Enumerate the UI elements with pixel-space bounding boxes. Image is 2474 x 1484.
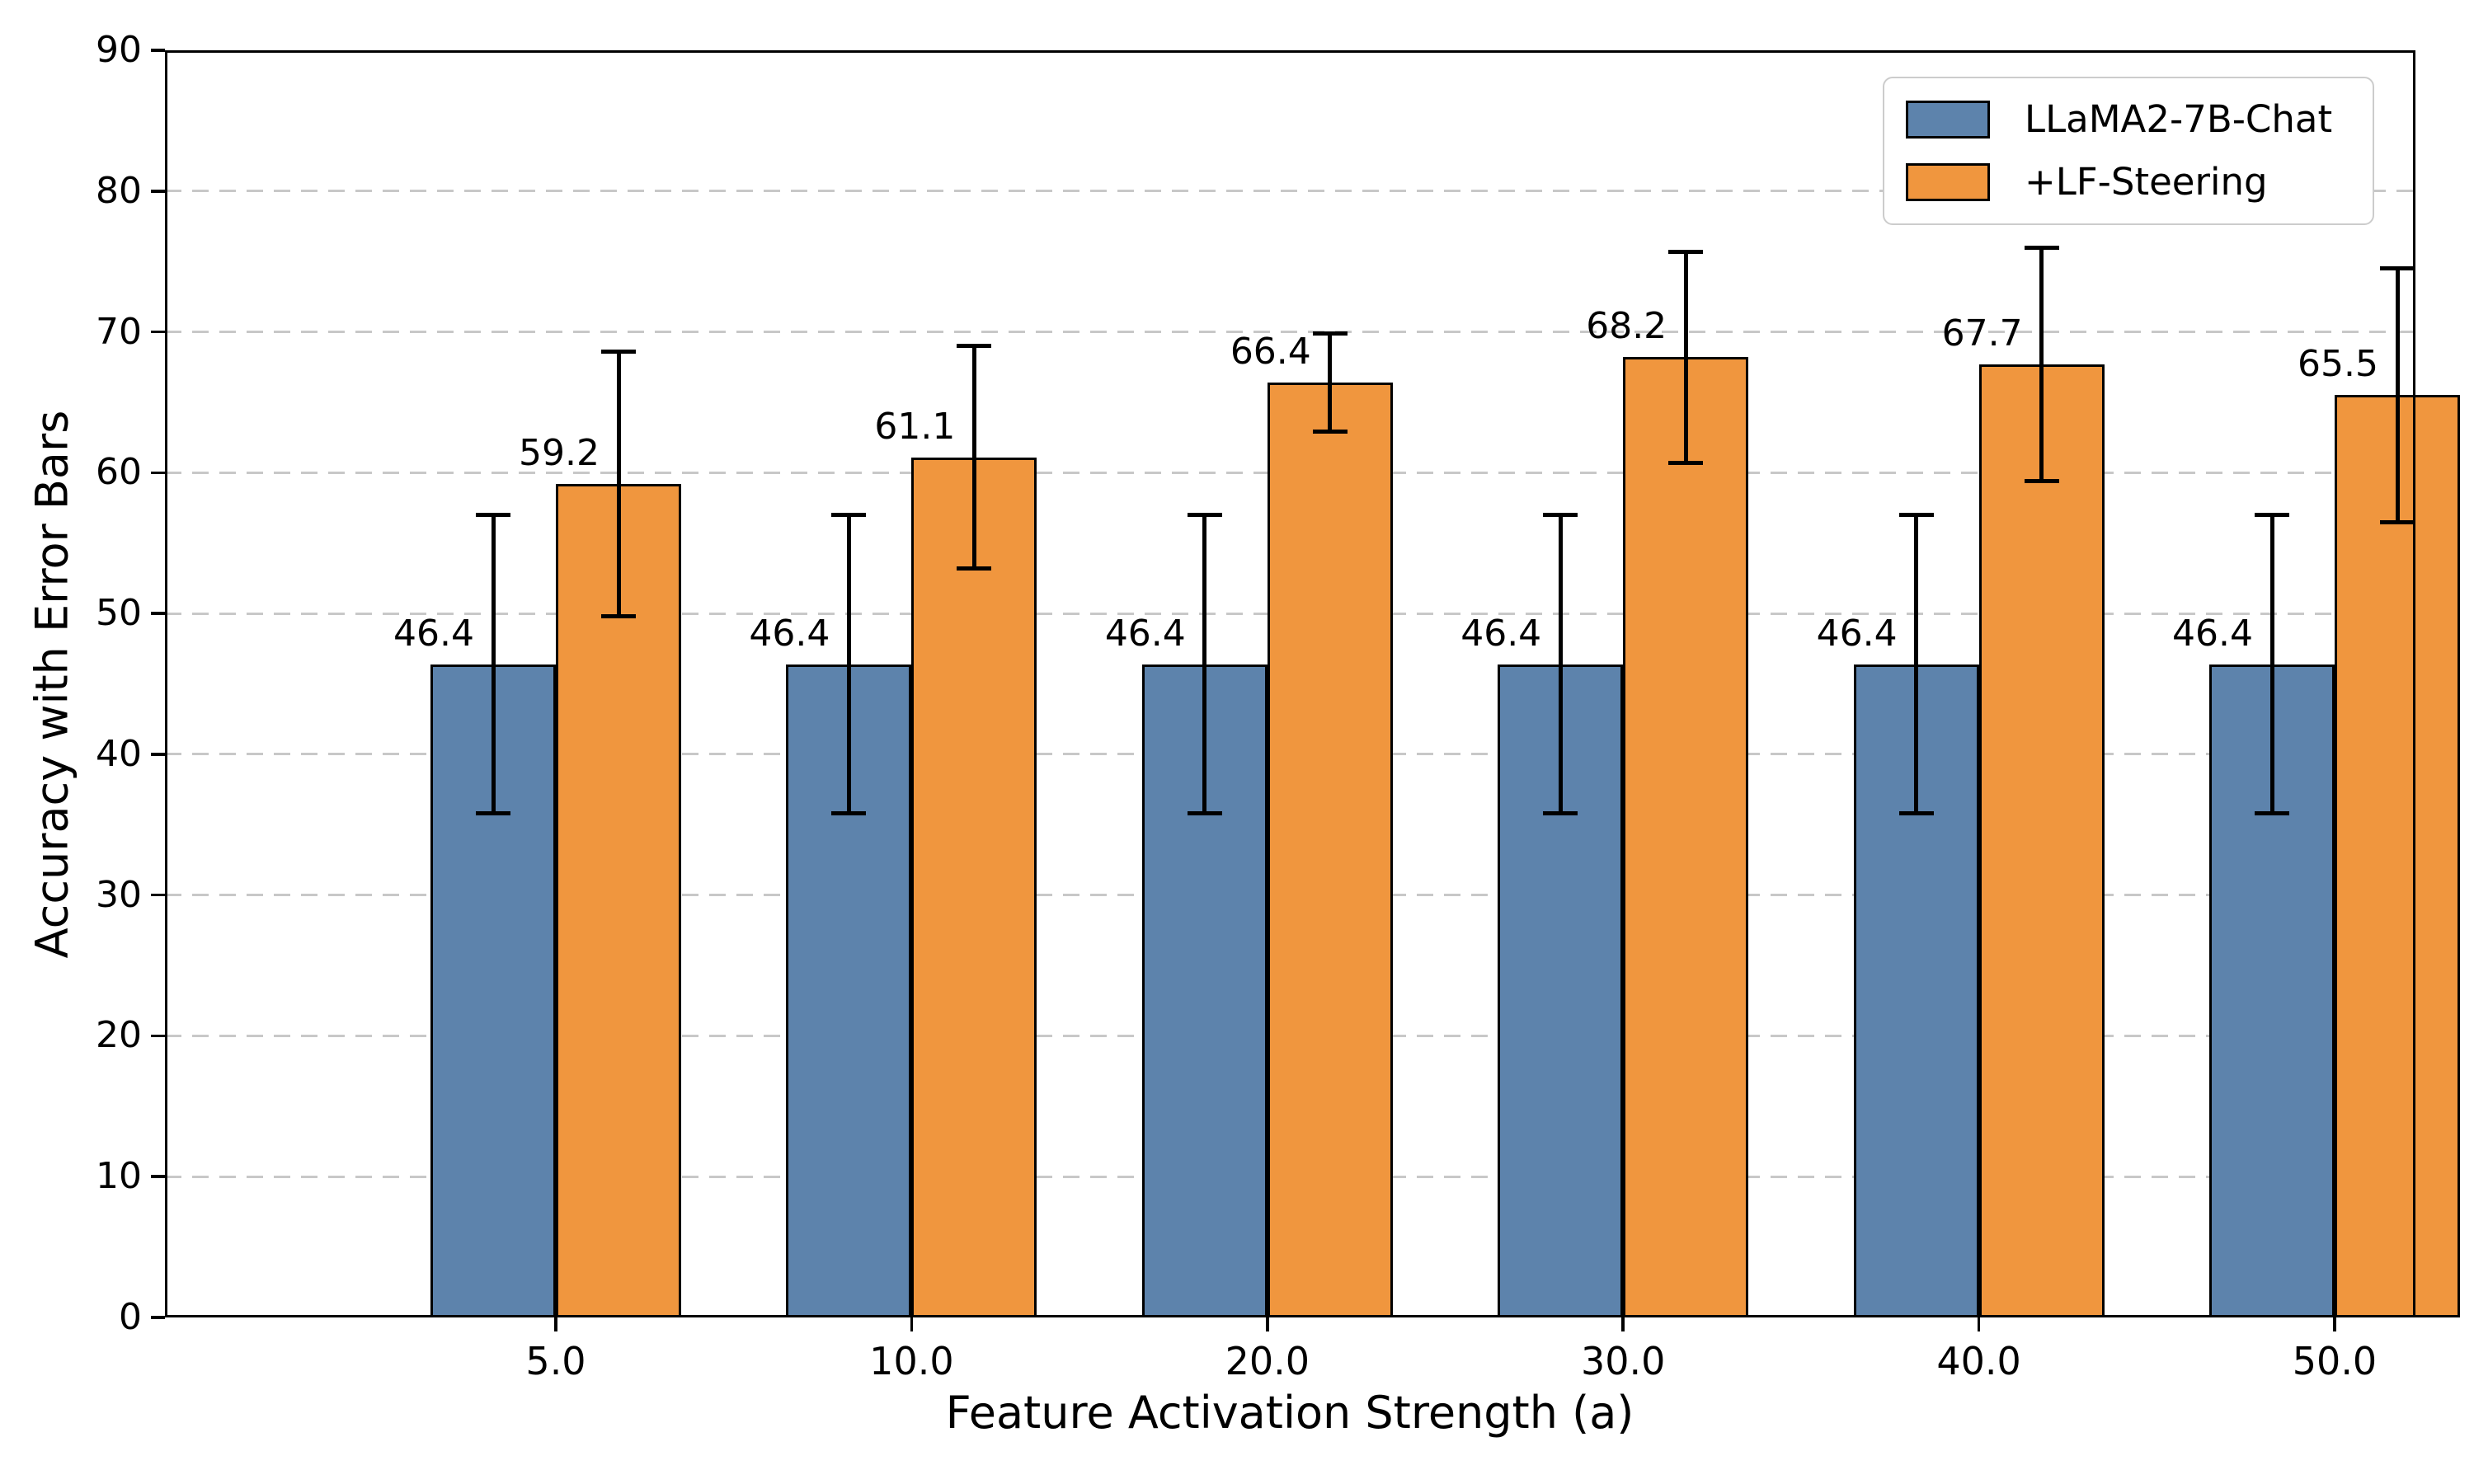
error-cap-high-llama2-7b-chat-50-0 bbox=[2255, 513, 2289, 518]
error-cap-high-llama2-7b-chat-40-0 bbox=[1898, 513, 1934, 518]
bar-lf-steering-10-0 bbox=[911, 457, 1037, 1317]
y-tick-label-20: 20 bbox=[96, 1014, 142, 1057]
error-bar-lf-steering-20-0 bbox=[1328, 333, 1333, 432]
error-bar-lf-steering-50-0 bbox=[2395, 268, 2400, 523]
error-bar-llama2-7b-chat-50-0 bbox=[2269, 514, 2274, 814]
x-tick-label-40-0: 40.0 bbox=[1936, 1339, 2021, 1383]
error-cap-high-llama2-7b-chat-30-0 bbox=[1543, 513, 1578, 518]
y-tick-label-40: 40 bbox=[96, 732, 142, 775]
error-bar-lf-steering-40-0 bbox=[2039, 247, 2044, 481]
plot-area: 46.4 46.4 46.4 46.4 46.4 46.4 59.2 61.1 66.4 68.2… bbox=[165, 50, 2460, 1317]
gridline-y-80 bbox=[165, 190, 2415, 193]
bar-lf-steering-5-0 bbox=[556, 483, 681, 1317]
y-tick-90 bbox=[151, 49, 165, 52]
bar-lf-steering-40-0 bbox=[1978, 364, 2105, 1317]
x-tick-30-0 bbox=[1621, 1317, 1625, 1331]
error-cap-low-lf-steering-10-0 bbox=[957, 566, 992, 571]
error-cap-high-llama2-7b-chat-5-0 bbox=[476, 513, 510, 518]
error-cap-high-lf-steering-20-0 bbox=[1312, 331, 1348, 336]
y-tick-label-0: 0 bbox=[119, 1296, 142, 1338]
value-label-llama2-7b-chat-40-0: 46.4 bbox=[1816, 612, 1898, 655]
error-cap-low-lf-steering-30-0 bbox=[1668, 460, 1704, 465]
error-bar-lf-steering-30-0 bbox=[1683, 251, 1688, 463]
legend: LLaMA2-7B-Chat +LF-Steering bbox=[1883, 77, 2374, 225]
y-tick-20 bbox=[151, 1034, 165, 1038]
x-axis-title: Feature Activation Strength (a) bbox=[945, 1387, 1634, 1439]
bar-lf-steering-30-0 bbox=[1623, 357, 1749, 1317]
value-label-llama2-7b-chat-10-0: 46.4 bbox=[749, 612, 830, 655]
x-tick-label-20-0: 20.0 bbox=[1225, 1339, 1310, 1383]
x-tick-label-30-0: 30.0 bbox=[1580, 1339, 1666, 1383]
y-tick-label-80: 80 bbox=[96, 169, 142, 212]
error-bar-lf-steering-5-0 bbox=[616, 351, 621, 617]
error-cap-high-lf-steering-10-0 bbox=[957, 344, 992, 349]
y-tick-70 bbox=[151, 330, 165, 334]
error-cap-low-lf-steering-5-0 bbox=[601, 614, 636, 619]
error-bar-llama2-7b-chat-40-0 bbox=[1914, 514, 1919, 814]
y-axis-title: Accuracy with Error Bars bbox=[26, 410, 78, 959]
bar-lf-steering-20-0 bbox=[1267, 383, 1393, 1317]
value-label-lf-steering-20-0: 66.4 bbox=[1230, 331, 1311, 373]
y-tick-label-60: 60 bbox=[96, 451, 142, 494]
error-cap-high-llama2-7b-chat-10-0 bbox=[831, 513, 867, 518]
value-label-lf-steering-40-0: 67.7 bbox=[1941, 312, 2023, 355]
x-tick-label-50-0: 50.0 bbox=[2292, 1339, 2378, 1383]
error-bar-llama2-7b-chat-20-0 bbox=[1202, 514, 1207, 814]
value-label-lf-steering-10-0: 61.1 bbox=[874, 405, 956, 448]
error-bar-lf-steering-10-0 bbox=[971, 345, 976, 569]
legend-swatch-llama2-7b-chat bbox=[1906, 101, 1990, 139]
error-cap-low-llama2-7b-chat-40-0 bbox=[1898, 811, 1934, 816]
y-tick-0 bbox=[151, 1316, 165, 1319]
error-cap-high-lf-steering-50-0 bbox=[2380, 266, 2415, 271]
error-cap-low-lf-steering-40-0 bbox=[2024, 479, 2059, 484]
value-label-lf-steering-50-0: 65.5 bbox=[2298, 343, 2378, 386]
value-label-lf-steering-30-0: 68.2 bbox=[1586, 305, 1667, 348]
x-tick-10-0 bbox=[910, 1317, 914, 1331]
value-label-llama2-7b-chat-50-0: 46.4 bbox=[2172, 612, 2253, 655]
legend-label-llama2-7b-chat: LLaMA2-7B-Chat bbox=[2025, 97, 2333, 141]
error-bar-llama2-7b-chat-10-0 bbox=[846, 514, 851, 814]
y-tick-10 bbox=[151, 1175, 165, 1178]
value-label-lf-steering-5-0: 59.2 bbox=[519, 431, 600, 474]
error-cap-low-lf-steering-20-0 bbox=[1312, 430, 1348, 434]
legend-row-lf-steering: +LF-Steering bbox=[1906, 161, 2351, 204]
error-cap-high-lf-steering-5-0 bbox=[601, 349, 636, 354]
error-cap-high-lf-steering-40-0 bbox=[2024, 245, 2059, 250]
y-tick-50 bbox=[151, 612, 165, 615]
x-tick-20-0 bbox=[1266, 1317, 1269, 1331]
error-cap-low-llama2-7b-chat-10-0 bbox=[831, 811, 867, 816]
gridline-y-70 bbox=[165, 331, 2415, 334]
y-tick-label-10: 10 bbox=[96, 1155, 142, 1198]
legend-label-lf-steering: +LF-Steering bbox=[2025, 160, 2268, 204]
y-tick-label-90: 90 bbox=[96, 29, 142, 71]
y-tick-60 bbox=[151, 471, 165, 475]
legend-row-llama2-7b-chat: LLaMA2-7B-Chat bbox=[1906, 98, 2351, 141]
error-bar-llama2-7b-chat-30-0 bbox=[1558, 514, 1563, 814]
x-tick-label-10-0: 10.0 bbox=[869, 1339, 954, 1383]
x-tick-5-0 bbox=[554, 1317, 557, 1331]
error-cap-low-lf-steering-50-0 bbox=[2380, 519, 2415, 524]
error-cap-low-llama2-7b-chat-20-0 bbox=[1187, 811, 1222, 816]
x-tick-50-0 bbox=[2333, 1317, 2336, 1331]
y-tick-80 bbox=[151, 190, 165, 193]
value-label-llama2-7b-chat-20-0: 46.4 bbox=[1104, 612, 1186, 655]
error-cap-low-llama2-7b-chat-5-0 bbox=[476, 811, 510, 816]
bar-lf-steering-50-0 bbox=[2335, 395, 2460, 1317]
x-tick-40-0 bbox=[1977, 1317, 1981, 1331]
error-bar-llama2-7b-chat-5-0 bbox=[491, 514, 496, 814]
error-cap-low-llama2-7b-chat-30-0 bbox=[1543, 811, 1578, 816]
y-tick-label-30: 30 bbox=[96, 873, 142, 916]
x-tick-label-5-0: 5.0 bbox=[525, 1339, 586, 1383]
y-tick-label-70: 70 bbox=[96, 310, 142, 353]
y-tick-40 bbox=[151, 753, 165, 756]
error-cap-low-llama2-7b-chat-50-0 bbox=[2255, 811, 2289, 816]
error-cap-high-llama2-7b-chat-20-0 bbox=[1187, 513, 1222, 518]
legend-swatch-lf-steering bbox=[1906, 163, 1990, 201]
value-label-llama2-7b-chat-30-0: 46.4 bbox=[1460, 612, 1542, 655]
error-cap-high-lf-steering-30-0 bbox=[1668, 249, 1704, 254]
value-label-llama2-7b-chat-5-0: 46.4 bbox=[393, 612, 474, 655]
y-tick-30 bbox=[151, 893, 165, 897]
y-tick-label-50: 50 bbox=[96, 592, 142, 635]
